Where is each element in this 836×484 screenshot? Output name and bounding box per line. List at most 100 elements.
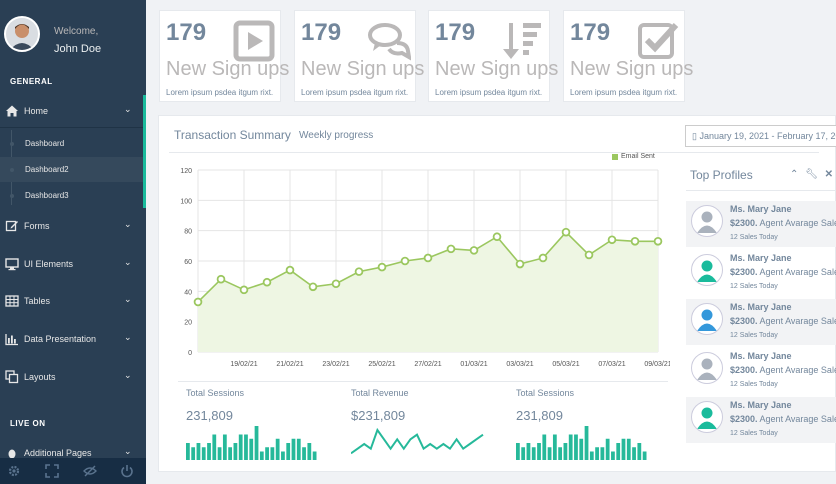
tile-desc: Lorem ipsum psdea itgum rixt. [166,88,274,97]
tile-desc: Lorem ipsum psdea itgum rixt. [301,88,409,97]
clone-icon [5,370,19,384]
settings-icon[interactable] [7,464,21,478]
spark-bar [621,438,626,460]
data-point [423,253,433,263]
menu-home[interactable]: Home ⌄ [0,94,146,128]
submenu-dashboard2[interactable]: Dashboard2 [0,157,143,182]
top-profiles-title: Top Profiles [690,168,753,182]
profile-name[interactable]: Ms. Mary Jane [730,351,792,361]
profile-card[interactable]: Ms. Mary Jane $2300. Agent Avarage Sales 1… [686,397,836,443]
spark-bar [632,447,636,460]
daterange-picker[interactable]: ▯ January 19, 2021 - February 17, 2021 [685,125,836,147]
menu-ui-elements[interactable]: UI Elements ⌄ [0,247,146,281]
profile-sales: 12 Sales Today [730,430,778,437]
profile-desc: $2300. Agent Avarage Sales [730,365,836,375]
spark-bar [233,443,238,460]
y-tick-label: 20 [184,320,192,327]
avatar[interactable] [4,16,40,52]
spark-bar [605,438,610,460]
sort-amount-icon [503,23,541,59]
fullscreen-icon[interactable] [45,464,59,478]
data-point [354,267,364,276]
wrench-icon[interactable]: 🔧︎ [805,169,818,180]
data-point [469,246,479,255]
summary-sessions-2: Total Sessions 231,809 [516,388,666,460]
lock-icon[interactable] [83,464,97,478]
spark-bar [281,451,285,460]
data-point [216,274,226,284]
data-point [607,235,617,245]
spark-bar [626,438,631,460]
tile-label: New Sign ups [301,58,425,80]
avatar [691,303,723,335]
spark-bar [270,447,275,460]
spark-bar [296,438,301,460]
stat-tile: 179 New Sign ups Lorem ipsum psdea itgum… [294,10,424,102]
play-square-icon [233,20,275,62]
profile-name[interactable]: Ms. Mary Jane [730,204,792,214]
menu-label: Home [24,106,49,116]
menu-label: Forms [24,221,50,231]
data-point [538,253,548,263]
tile-number: 179 [570,19,611,46]
submenu-dashboard3[interactable]: Dashboard3 [0,183,143,208]
summary-label: Total Sessions [186,388,245,398]
spark-bar [244,434,248,460]
welcome-text: Welcome, [54,26,99,37]
spark-bar [196,443,201,460]
spark-bar [217,447,222,460]
spark-bar [201,447,206,460]
chevron-down-icon: ⌄ [124,370,132,380]
spark-bar [589,451,594,460]
chevron-down-icon: ⌄ [124,104,132,114]
profile-role: Agent Avarage Sales [759,414,836,424]
comments-icon [368,23,411,61]
spark-bar [526,443,531,460]
profile-card[interactable]: Ms. Mary Jane $2300. Agent Avarage Sales 1… [686,201,836,247]
spark-bar [228,447,233,460]
profile-card[interactable]: Ms. Mary Jane $2300. Agent Avarage Sales 1… [686,348,836,394]
data-point [653,236,663,246]
spark-bar [516,443,520,460]
profile-name[interactable]: Ms. Mary Jane [730,302,792,312]
data-point [285,265,295,275]
submenu-dashboard[interactable]: Dashboard [0,131,143,156]
spark-bar [584,426,589,460]
menu-additional-pages[interactable]: Additional Pages ⌄ [0,436,146,470]
spark-bar [191,447,196,460]
spark-bar [547,447,552,460]
menu-data-presentation[interactable]: Data Presentation ⌄ [0,322,146,356]
spark-bar [254,426,259,460]
menu-tables[interactable]: Tables ⌄ [0,284,146,318]
summary-sessions: Total Sessions 231,809 [186,388,336,460]
menu-layouts[interactable]: Layouts ⌄ [0,360,146,394]
spark-bar [249,438,254,460]
spark-bar [259,451,264,460]
y-tick-label: 0 [188,350,192,357]
profile-desc: $2300. Agent Avarage Sales [730,218,836,228]
section-live-on: LIVE ON [10,419,46,428]
chevron-down-icon: ⌄ [124,294,132,304]
avatar [691,205,723,237]
data-point [262,277,272,287]
legend-swatch [612,153,618,160]
sparkline [186,426,317,460]
spark-bar [286,443,291,460]
logout-icon[interactable] [120,464,134,478]
spark-bar [212,434,217,460]
panel-title: Transaction Summary [174,128,291,142]
menu-forms[interactable]: Forms ⌄ [0,209,146,243]
x-tick-label: 27/02/21 [414,361,441,368]
tile-desc: Lorem ipsum psdea itgum rixt. [435,88,543,97]
profile-name[interactable]: Ms. Mary Jane [730,400,792,410]
chevron-up-icon[interactable]: ⌃ [790,169,799,180]
summary-revenue: Total Revenue $231,809 [351,388,501,455]
legend-label: Email Sent [621,153,655,160]
profile-name[interactable]: Ms. Mary Jane [730,253,792,263]
user-photo-icon [6,18,38,50]
panel-tools: ⌃ 🔧︎ ✕ [790,169,833,180]
profile-card[interactable]: Ms. Mary Jane $2300. Agent Avarage Sales 1… [686,250,836,296]
profile-card[interactable]: Ms. Mary Jane $2300. Agent Avarage Sales 1… [686,299,836,345]
bullet-icon [10,194,14,198]
close-icon[interactable]: ✕ [824,169,834,180]
